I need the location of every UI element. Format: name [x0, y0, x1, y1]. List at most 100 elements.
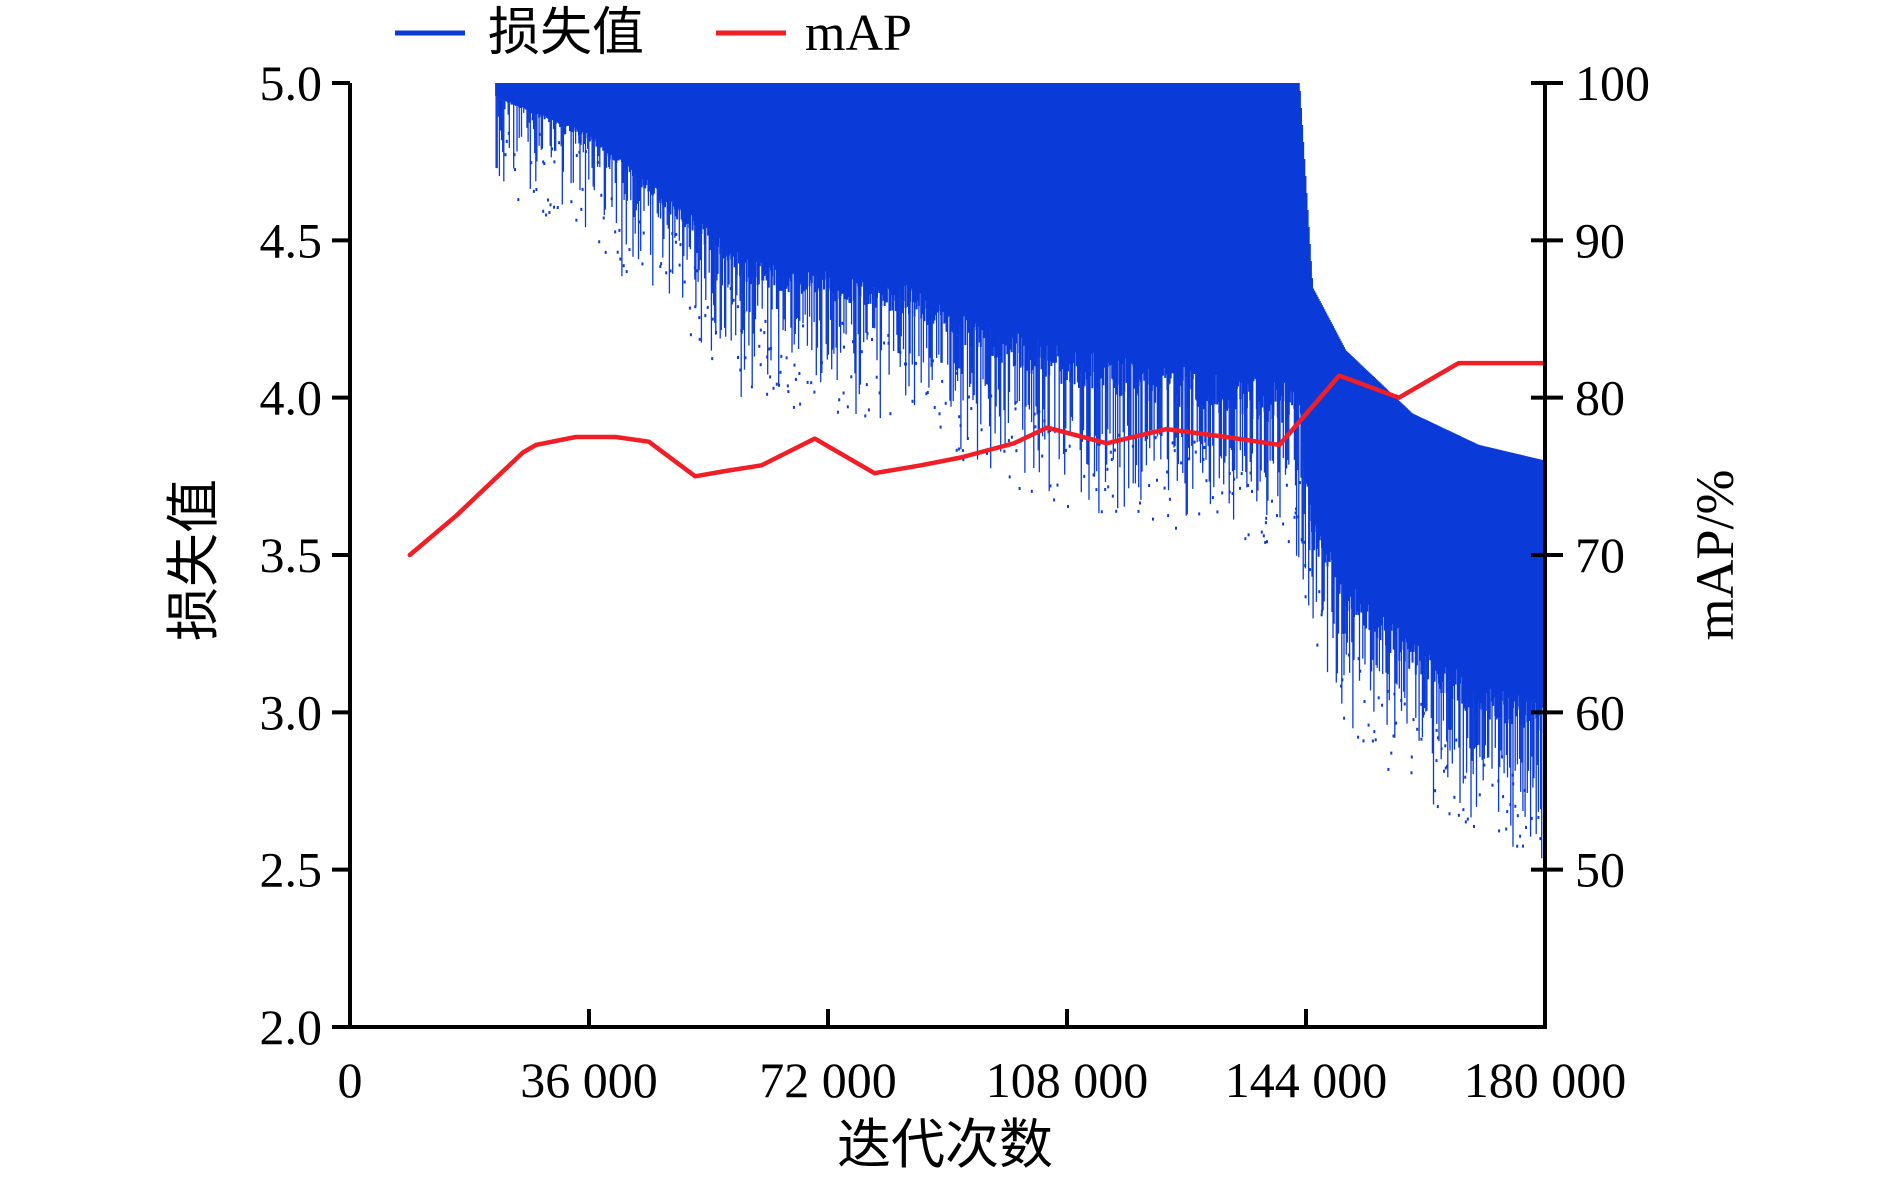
loss-mark — [1163, 486, 1166, 490]
loss-mark — [711, 357, 714, 361]
loss-mark — [504, 153, 507, 157]
loss-mark — [941, 379, 944, 383]
loss-mark — [1502, 795, 1505, 799]
loss-mark — [1519, 834, 1522, 838]
loss-mark — [802, 324, 805, 328]
loss-mark — [1443, 769, 1445, 773]
loss-mark — [1271, 499, 1273, 503]
loss-mark — [596, 160, 599, 164]
loss-mark — [1228, 472, 1231, 475]
loss-mark — [772, 386, 775, 390]
loss-mark — [769, 375, 772, 379]
loss-mark — [1410, 755, 1413, 759]
loss-mark — [1416, 727, 1419, 731]
loss-mark — [545, 213, 548, 217]
loss-mark — [758, 344, 761, 348]
loss-mark — [683, 280, 686, 284]
loss-mark — [641, 262, 644, 266]
loss-mark — [679, 243, 682, 247]
loss-mark — [889, 412, 892, 416]
loss-mark — [775, 382, 778, 386]
loss-mark — [1083, 474, 1086, 478]
loss-mark — [698, 337, 701, 341]
loss-mark — [1100, 510, 1103, 514]
loss-mark — [711, 271, 714, 275]
loss-mark — [1056, 483, 1059, 487]
loss-mark — [1251, 489, 1253, 493]
loss-mark — [739, 368, 742, 372]
loss-mark — [1340, 684, 1343, 688]
loss-mark — [1113, 448, 1116, 452]
loss-mark — [616, 250, 619, 254]
loss-mark — [575, 218, 578, 222]
loss-mark — [810, 381, 813, 385]
loss-mark — [767, 347, 770, 351]
loss-mark — [1033, 412, 1036, 416]
loss-mark — [1171, 441, 1174, 445]
loss-mark — [813, 390, 816, 394]
loss-mark — [1516, 814, 1519, 818]
loss-mark — [1444, 766, 1447, 770]
loss-mark — [1457, 813, 1460, 817]
loss-mark — [759, 363, 762, 367]
loss-mark — [986, 451, 988, 455]
loss-mark — [1435, 728, 1438, 732]
x-tick-label: 144 000 — [1225, 1052, 1388, 1108]
loss-mark — [622, 264, 625, 268]
loss-mark — [1514, 804, 1517, 808]
loss-mark — [1064, 448, 1067, 452]
loss-mark — [1516, 844, 1519, 848]
loss-mark — [1285, 483, 1288, 487]
loss-mark — [1473, 825, 1475, 828]
loss-mark — [955, 448, 958, 452]
loss-mark — [1194, 450, 1197, 454]
loss-mark — [1216, 510, 1219, 514]
loss-mark — [787, 390, 790, 394]
loss-mark — [1221, 491, 1224, 495]
loss-mark — [542, 209, 545, 213]
loss-mark — [792, 405, 795, 409]
loss-mark — [1464, 820, 1467, 824]
loss-mark — [638, 220, 641, 224]
loss-mark — [899, 350, 902, 354]
loss-mark — [1464, 775, 1467, 779]
loss-mark — [696, 269, 699, 273]
loss-mark — [1446, 764, 1449, 768]
loss-mark — [962, 458, 965, 462]
loss-mark — [1341, 678, 1344, 682]
loss-mark — [1410, 771, 1413, 775]
y-left-tick-label: 3.0 — [260, 684, 323, 740]
loss-mark — [1420, 702, 1423, 706]
loss-mark — [1264, 540, 1267, 544]
loss-mark — [542, 160, 545, 164]
loss-mark — [794, 377, 797, 381]
loss-mark — [737, 356, 739, 359]
loss-mark — [1175, 526, 1177, 530]
loss-mark — [513, 153, 516, 157]
loss-mark — [764, 319, 767, 323]
loss-mark — [1018, 487, 1021, 490]
loss-mark — [1309, 568, 1312, 572]
loss-mark — [931, 359, 934, 363]
loss-mark — [1434, 789, 1437, 793]
loss-mark — [548, 211, 551, 214]
loss-mark — [614, 230, 617, 234]
loss-mark — [1373, 730, 1376, 734]
loss-mark — [1343, 716, 1346, 720]
y-right-tick-label: 50 — [1575, 842, 1625, 898]
loss-mark — [698, 316, 701, 320]
loss-mark — [860, 350, 863, 354]
loss-mark — [660, 262, 663, 266]
loss-mark — [1437, 736, 1439, 740]
loss-mark — [1137, 509, 1140, 513]
loss-mark — [1152, 517, 1154, 521]
loss-mark — [1068, 444, 1071, 448]
y-right-tick-label: 80 — [1575, 370, 1625, 426]
loss-mark — [1266, 540, 1268, 544]
loss-mark — [1537, 816, 1540, 819]
loss-mark — [1148, 484, 1151, 487]
loss-mark — [732, 298, 735, 302]
loss-mark — [939, 425, 942, 429]
loss-mark — [914, 361, 917, 365]
